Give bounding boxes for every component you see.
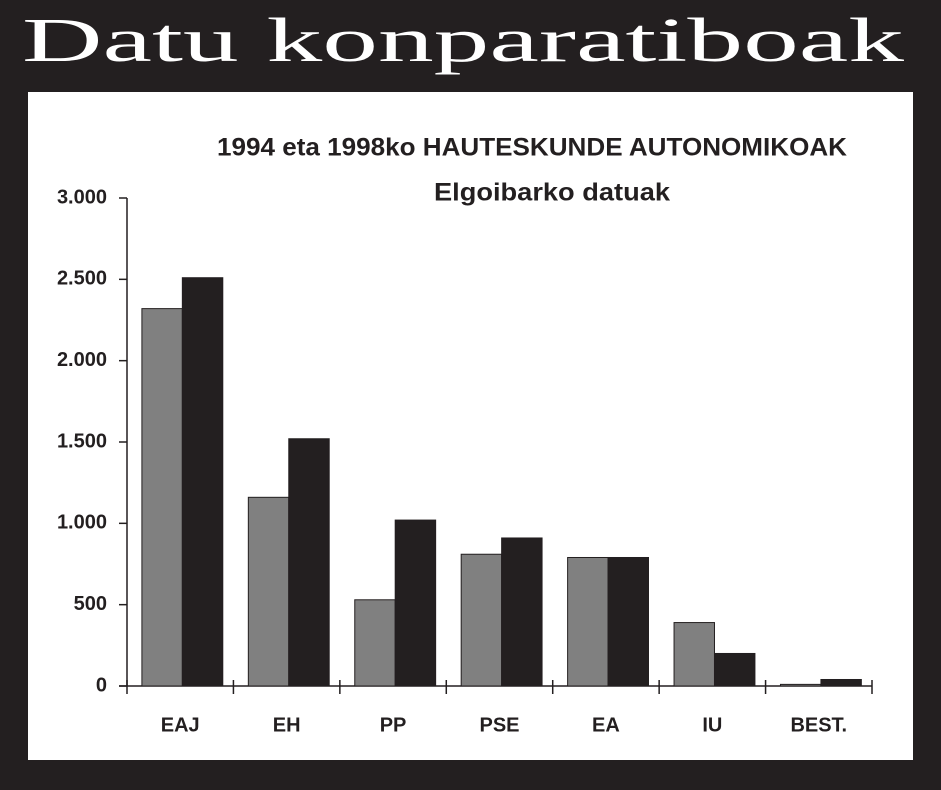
y-tick-label: 500: [74, 593, 107, 615]
x-tick-label: PP: [380, 714, 407, 736]
bar: [354, 599, 396, 687]
x-tick-label: EA: [592, 714, 620, 736]
bar: [779, 683, 822, 687]
x-tick-label: PSE: [479, 714, 519, 736]
x-tick-label: IU: [702, 714, 722, 736]
y-tick-label: 1.000: [57, 512, 107, 534]
chart-title: 1994 eta 1998ko HAUTESKUNDE AUTONOMIKOAK: [217, 134, 847, 162]
bar: [181, 277, 224, 687]
y-tick-label: 2.000: [57, 349, 107, 371]
bar: [820, 678, 862, 687]
page-title: Datu konparatiboak: [22, 7, 904, 75]
y-tick-label: 0: [96, 674, 107, 696]
x-tick-label: EH: [273, 714, 301, 736]
bar: [288, 438, 330, 687]
x-tick-label: EAJ: [161, 714, 200, 736]
y-tick-label: 1.500: [57, 430, 107, 452]
bar: [501, 537, 543, 687]
x-tick-label: BEST.: [790, 714, 847, 736]
y-tick-label: 3.000: [57, 186, 107, 208]
bar: [394, 519, 437, 687]
chart-subtitle: Elgoibarko datuak: [434, 179, 670, 207]
bar: [247, 496, 290, 687]
y-tick-label: 2.500: [57, 268, 107, 290]
bar: [713, 652, 756, 687]
bar: [141, 308, 183, 687]
bar: [460, 553, 503, 687]
bar: [673, 622, 715, 687]
bar: [567, 556, 609, 687]
bar: [607, 556, 649, 687]
